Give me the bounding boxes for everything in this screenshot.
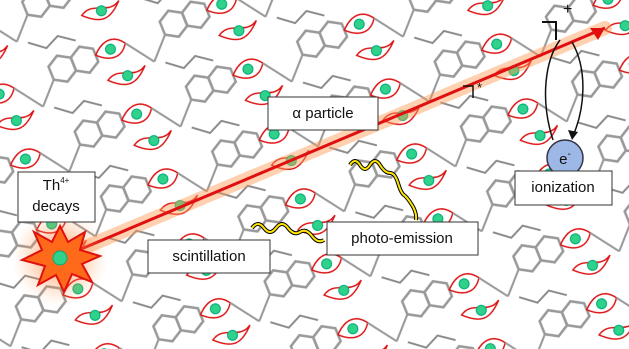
- diagram: + * e- α particle Th4+ decays scintillat…: [0, 0, 629, 349]
- photo-emission-label: photo-emission: [351, 230, 453, 247]
- decay-text: decays: [32, 198, 80, 215]
- alpha-label: α particle: [292, 105, 353, 122]
- electron-symbol: e: [559, 151, 567, 168]
- electron-charge: -: [568, 149, 571, 160]
- ionization-label: ionization: [531, 179, 594, 196]
- ion-mark: +: [563, 1, 572, 18]
- scintillation-label: scintillation: [172, 248, 245, 265]
- element: Th: [43, 177, 61, 194]
- thorium-atom: [53, 251, 67, 265]
- charge: 4+: [60, 176, 69, 185]
- excited-mark: *: [477, 80, 482, 95]
